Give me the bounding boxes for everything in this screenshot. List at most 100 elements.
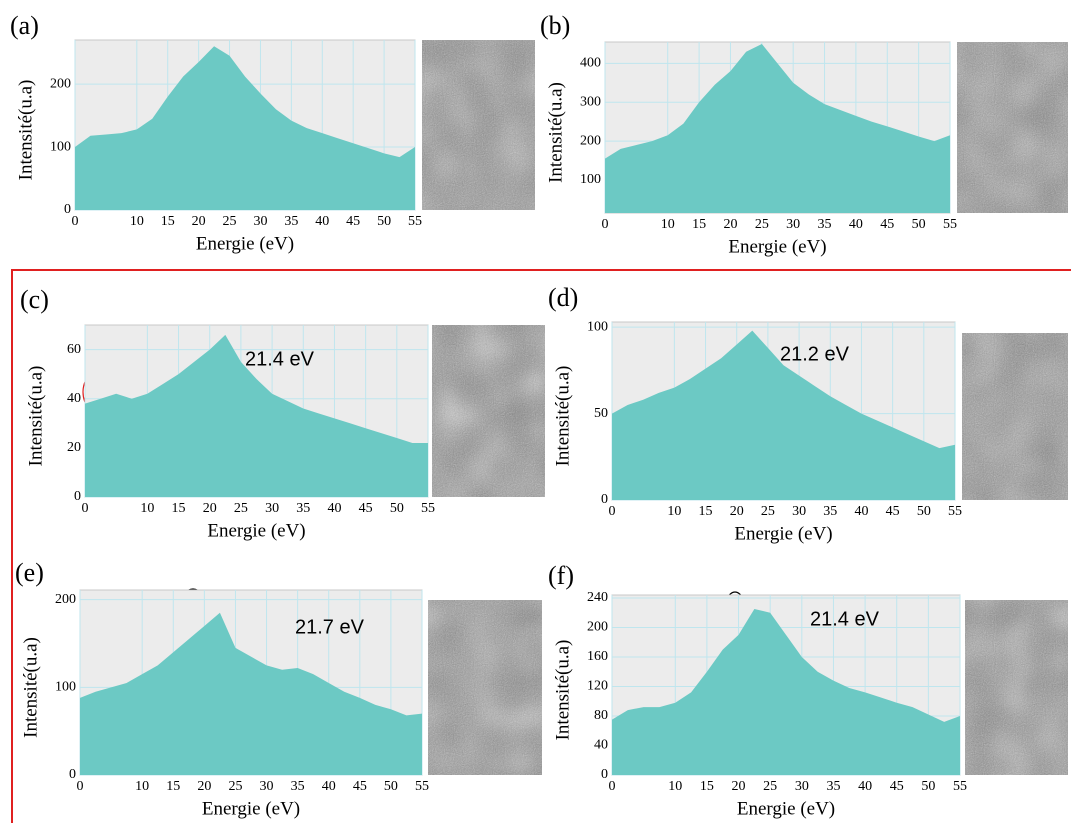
y-axis-label: Intensité(u.a) (15, 80, 36, 181)
y-tick-label: 40 (594, 738, 608, 753)
x-tick-label: 35 (284, 214, 298, 229)
y-tick-label: 200 (587, 620, 608, 635)
y-tick-label: 400 (580, 56, 601, 71)
x-tick-label: 25 (223, 214, 237, 229)
y-tick-label: 100 (50, 139, 71, 154)
y-axis-label: Intensité(u.a) (545, 82, 566, 183)
x-axis-label: Energie (eV) (737, 798, 835, 819)
x-tick-label: 50 (912, 217, 926, 232)
y-axis-label: Intensité(u.a) (552, 366, 573, 467)
x-tick-label: 15 (161, 214, 175, 229)
panel-label: (a) (10, 11, 39, 40)
x-tick-label: 10 (661, 217, 675, 232)
x-tick-label: 35 (823, 504, 837, 519)
image-noise (957, 42, 1068, 213)
x-tick-label: 0 (72, 214, 79, 229)
y-axis-label: Intensité(u.a) (20, 637, 41, 738)
x-tick-label: 35 (291, 779, 305, 794)
x-axis-label: Energie (eV) (728, 236, 826, 257)
x-tick-label: 55 (415, 779, 429, 794)
x-tick-label: 45 (353, 779, 367, 794)
x-tick-label: 20 (730, 504, 744, 519)
x-tick-label: 40 (322, 779, 336, 794)
y-tick-label: 300 (580, 94, 601, 109)
y-tick-label: 0 (74, 489, 81, 504)
panel-label: (f) (548, 561, 574, 590)
x-tick-label: 20 (203, 501, 217, 516)
y-tick-label: 80 (594, 708, 608, 723)
x-tick-label: 55 (948, 504, 962, 519)
x-axis-label: Energie (eV) (202, 798, 300, 819)
image-noise (962, 333, 1068, 500)
y-tick-label: 0 (601, 767, 608, 782)
image-noise (432, 325, 545, 497)
x-tick-label: 45 (880, 217, 894, 232)
spectrum-area (612, 609, 960, 775)
panel-label: (c) (20, 285, 49, 314)
y-tick-label: 200 (50, 76, 71, 91)
spectrum-area (75, 46, 415, 210)
x-tick-label: 30 (253, 214, 267, 229)
x-tick-label: 30 (265, 501, 279, 516)
x-tick-label: 50 (917, 504, 931, 519)
x-tick-label: 10 (135, 779, 149, 794)
y-tick-label: 0 (64, 202, 71, 217)
x-tick-label: 45 (346, 214, 360, 229)
y-tick-label: 20 (67, 440, 81, 455)
y-tick-label: 100 (587, 319, 608, 334)
x-tick-label: 0 (609, 504, 616, 519)
highlight-frame (11, 269, 1071, 823)
x-tick-label: 45 (886, 504, 900, 519)
x-tick-label: 30 (786, 217, 800, 232)
x-tick-label: 55 (408, 214, 422, 229)
x-tick-label: 45 (359, 501, 373, 516)
x-tick-label: 30 (260, 779, 274, 794)
x-tick-label: 25 (763, 779, 777, 794)
x-tick-label: 40 (854, 504, 868, 519)
x-tick-label: 15 (172, 501, 186, 516)
x-tick-label: 0 (602, 217, 609, 232)
y-tick-label: 50 (594, 406, 608, 421)
panel: 0 10 15 20 25 30 35 40 45 50 55 0 20 40 60 Energie (eV)… (20, 285, 545, 541)
y-tick-label: 0 (601, 492, 608, 507)
x-tick-label: 10 (140, 501, 154, 516)
x-axis-label: Energie (eV) (196, 233, 294, 254)
x-tick-label: 10 (668, 779, 682, 794)
x-tick-label: 25 (761, 504, 775, 519)
y-tick-label: 100 (580, 172, 601, 187)
panel: 0 10 15 20 25 30 35 40 45 50 55 0 40 80 120 160 200 240 En… (548, 561, 1068, 819)
x-tick-label: 20 (723, 217, 737, 232)
x-tick-label: 50 (377, 214, 391, 229)
spectrum-area (85, 334, 428, 497)
x-tick-label: 0 (609, 779, 616, 794)
x-tick-label: 35 (296, 501, 310, 516)
peak-annotation: 21.4 eV (810, 608, 880, 630)
x-tick-label: 25 (755, 217, 769, 232)
x-tick-label: 0 (77, 779, 84, 794)
y-tick-label: 0 (69, 767, 76, 782)
x-tick-label: 15 (692, 217, 706, 232)
x-tick-label: 40 (849, 217, 863, 232)
x-tick-label: 40 (858, 779, 872, 794)
peak-annotation: 21.7 eV (295, 616, 365, 638)
x-tick-label: 50 (921, 779, 935, 794)
y-axis-label: Intensité(u.a) (552, 640, 573, 741)
x-tick-label: 50 (384, 779, 398, 794)
x-tick-label: 55 (943, 217, 957, 232)
panel: 0 10 15 20 25 30 35 40 45 50 55 0 50 100 Energie (eV) I… (548, 283, 1068, 544)
x-tick-label: 25 (228, 779, 242, 794)
x-tick-label: 50 (390, 501, 404, 516)
panel: 0 10 15 20 25 30 35 40 45 50 55 0 100 200 Energie (eV)… (15, 558, 542, 819)
x-tick-label: 15 (699, 504, 713, 519)
x-tick-label: 20 (732, 779, 746, 794)
x-tick-label: 20 (197, 779, 211, 794)
x-tick-label: 40 (327, 501, 341, 516)
spectrum-area (80, 612, 422, 775)
x-tick-label: 30 (795, 779, 809, 794)
x-tick-label: 35 (826, 779, 840, 794)
x-tick-label: 20 (192, 214, 206, 229)
panel: 0 10 15 20 25 30 35 40 45 50 55 0 100 200 Energie (eV)… (10, 11, 535, 254)
panel-label: (d) (548, 283, 578, 312)
y-tick-label: 200 (55, 592, 76, 607)
